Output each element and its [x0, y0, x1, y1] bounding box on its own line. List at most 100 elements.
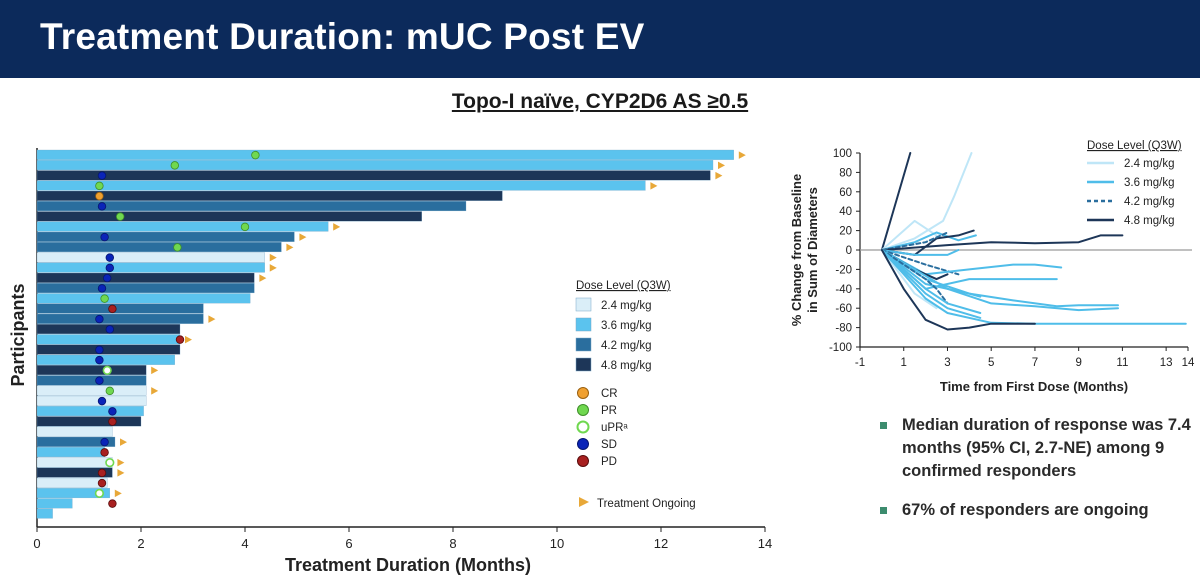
participant-bar: [36, 508, 53, 519]
participant-bar: [36, 201, 467, 212]
response-marker-pr: [105, 386, 114, 396]
participant-bar: [36, 354, 175, 365]
slide-subtitle: Topo-I naïve, CYP2D6 AS ≥0.5: [451, 90, 749, 113]
spider-y-tick-label: -60: [835, 303, 852, 315]
treatment-ongoing-arrow: [185, 335, 192, 344]
legend-label: 4.8 mg/kg: [601, 360, 652, 372]
x-tick-label: 12: [654, 536, 668, 551]
x-tick-label: 4: [241, 536, 248, 551]
legend-ongoing-arrow: [579, 497, 589, 507]
participant-bar: [36, 406, 144, 417]
spider-x-tick-label: 5: [988, 357, 994, 369]
legend-marker-sd: [577, 438, 589, 450]
participant-bar: [36, 170, 711, 181]
treatment-ongoing-arrow: [718, 161, 725, 170]
participant-bar: [36, 395, 147, 406]
legend-label: Treatment Ongoing: [597, 498, 696, 510]
bullet-marker: [880, 507, 887, 514]
spider-y-tick-label: 100: [833, 148, 852, 160]
participant-bar: [36, 375, 147, 386]
y-axis-title: Participants: [8, 283, 28, 386]
patient-series-line: [880, 249, 938, 310]
spider-x-tick-label: 7: [1032, 357, 1038, 369]
response-marker-sd: [97, 171, 107, 180]
legend-label: uPRᵃ: [601, 422, 628, 434]
treatment-ongoing-arrow: [259, 274, 267, 282]
participant-bar: [36, 221, 329, 232]
response-marker-sd: [95, 376, 104, 385]
participant-bar: [36, 365, 147, 376]
response-marker-pd: [108, 417, 117, 426]
spider-y-axis-title-line1: % Change from Baseline: [789, 174, 804, 326]
header-bar: Treatment Duration: mUC Post EV: [0, 0, 1200, 78]
patient-series-line: [880, 249, 960, 256]
key-findings: Median duration of response was 7.4 mont…: [880, 414, 1200, 538]
response-marker-sd: [97, 202, 107, 211]
spider-legend-label: 4.2 mg/kg: [1124, 196, 1175, 208]
participant-bar: [36, 211, 422, 222]
response-marker-upr: [94, 488, 104, 498]
participant-bar: [36, 252, 265, 263]
spider-x-tick-label: 14: [1182, 357, 1195, 369]
spider-x-tick-label: 9: [1075, 357, 1081, 369]
treatment-ongoing-arrow: [299, 233, 307, 241]
response-marker-sd: [108, 407, 117, 416]
participant-bar: [36, 477, 108, 488]
swimmer-plot: 0 2 4 6 8 10 12 14 Treatment Duration (Months) Pa…: [8, 148, 772, 575]
legend-label: PR: [601, 405, 617, 417]
response-marker-pr: [100, 294, 109, 303]
patient-series-line: [880, 219, 938, 251]
response-marker-pr: [173, 243, 182, 252]
x-tick-label: 6: [345, 536, 352, 551]
spider-y-tick-label: -40: [835, 284, 852, 296]
spider-x-tick-label: -1: [855, 357, 865, 369]
spider-x-tick-label: 11: [1116, 357, 1128, 369]
x-tick-label: 14: [758, 536, 772, 551]
response-marker-pr: [251, 150, 260, 160]
patient-series-line: [880, 249, 960, 276]
participant-bar: [36, 262, 265, 273]
treatment-ongoing-arrow: [114, 489, 122, 498]
spider-legend-label: 4.8 mg/kg: [1124, 215, 1175, 227]
patient-series-line: [880, 249, 1187, 325]
bullet-marker: [880, 422, 887, 429]
response-marker-sd: [97, 284, 107, 293]
spider-x-tick-label: 3: [944, 357, 950, 369]
participant-bar: [36, 488, 110, 499]
treatment-ongoing-arrow: [151, 387, 159, 395]
patient-series-line: [880, 249, 982, 314]
spider-legend-title: Dose Level (Q3W): [1087, 140, 1182, 152]
response-marker-pr: [170, 161, 179, 170]
x-axis-title: Treatment Duration (Months): [285, 555, 531, 575]
participant-bar: [36, 160, 714, 171]
response-marker-sd: [100, 232, 109, 242]
participant-bar: [36, 272, 255, 283]
patient-series-line: [880, 231, 977, 251]
spider-legend-label: 3.6 mg/kg: [1124, 177, 1175, 189]
legend-swatch: [575, 297, 592, 312]
legend-label: PD: [601, 456, 617, 468]
participant-bar: [36, 242, 282, 253]
participant-bar: [36, 426, 113, 437]
participant-bar: [36, 303, 204, 314]
response-marker-upr: [102, 365, 112, 375]
patient-series-line: [880, 152, 973, 251]
response-marker-sd: [102, 273, 112, 283]
patient-series-line: [880, 234, 1124, 251]
response-marker-sd: [105, 325, 114, 334]
legend-swatch: [575, 337, 592, 352]
participant-bar: [36, 313, 204, 324]
response-marker-pd: [100, 448, 109, 457]
patient-series-line: [880, 249, 982, 319]
legend-title: Dose Level (Q3W): [576, 280, 671, 292]
participant-bar: [36, 344, 181, 355]
spider-y-axis-title-line2: in Sum of Diameters: [805, 187, 820, 313]
response-marker-sd: [95, 314, 104, 324]
participant-bar: [36, 498, 73, 509]
spider-x-tick-label: 1: [901, 357, 907, 369]
treatment-ongoing-arrow: [117, 469, 125, 477]
spider-y-tick-label: 80: [839, 167, 852, 179]
spider-legend-label: 2.4 mg/kg: [1124, 158, 1175, 170]
patient-series-line: [880, 249, 949, 305]
